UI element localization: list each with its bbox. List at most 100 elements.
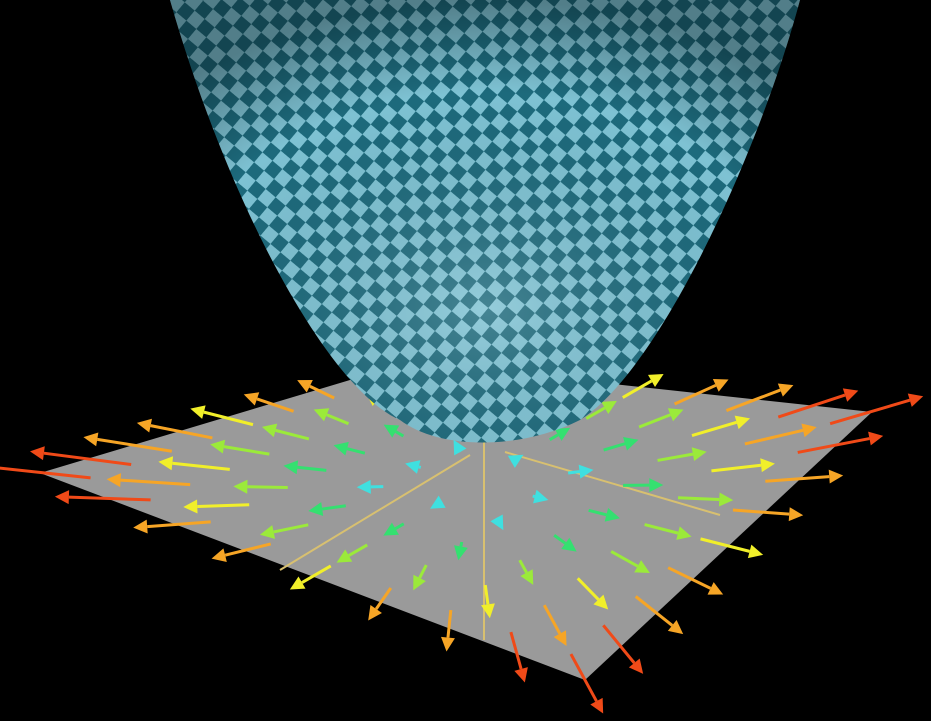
field-arrow [259,523,309,539]
field-arrow [430,495,446,509]
field-arrow [588,508,620,522]
field-arrow-head [514,667,528,683]
field-arrow [711,458,775,473]
field-arrow-head [243,392,260,406]
field-arrow [569,653,604,714]
field-arrow [405,460,422,474]
field-arrow-head [308,502,324,516]
field-arrow-shaft [275,428,310,441]
field-arrow-head [649,478,664,493]
field-arrow-shaft [518,559,528,574]
field-arrow-shaft [150,424,213,440]
field-arrow-head [210,439,226,454]
field-arrow-shaft [602,624,636,664]
field-arrow-shaft [459,541,464,547]
field-arrow-head [667,619,684,635]
field-arrow-shaft [247,485,288,490]
field-arrow-head [490,514,504,531]
field-arrow-head [383,424,400,438]
field-arrow-shaft [677,496,720,501]
field-arrow-shaft [732,508,790,516]
ground-plane [40,362,872,680]
field-arrow-head [405,460,421,474]
field-arrow [576,577,609,610]
field-arrow [283,460,327,475]
field-arrow-head [667,408,684,422]
field-arrow-head [648,373,664,388]
field-arrow [297,379,335,400]
field-arrow-head [634,560,650,574]
field-arrow-shaft [634,595,674,627]
field-arrow-shaft [576,577,600,601]
field-arrow-shaft [483,584,490,605]
field-arrow [83,432,173,453]
field-arrow-head [261,423,278,438]
field-arrow [634,595,684,635]
field-arrow-shaft [394,522,405,530]
field-arrow [677,492,734,507]
field-arrow [532,489,549,504]
field-arrow-head [356,479,371,494]
field-arrow-shaft [549,433,559,441]
field-arrow [567,464,594,479]
field-arrow [30,446,132,467]
field-arrow [657,447,707,462]
field-arrow [356,479,384,494]
field-arrow-head [593,594,609,610]
field-arrow-head [707,582,724,595]
field-arrow-head [578,464,594,479]
field-arrow-shaft [394,430,405,438]
field-arrow-head [430,495,446,509]
bowl-shading [170,0,800,443]
field-arrow [233,479,288,494]
field-arrow-shaft [418,465,422,469]
field-arrow [602,624,644,674]
field-arrow [732,507,804,522]
field-arrow-head [590,697,604,714]
field-arrow [54,490,151,505]
field-arrow-shaft [569,653,598,702]
field-arrow-head [788,507,804,522]
field-arrow-head [554,427,571,441]
field-arrow-head [453,439,467,456]
field-arrow [744,423,817,446]
field-arrow-head [553,630,567,647]
field-arrow [691,415,751,437]
field-arrow [333,441,366,456]
field-arrow-shaft [197,503,250,509]
field-arrow-shaft [691,420,738,437]
field-arrow-head [601,400,617,414]
field-arrow-head [259,525,276,539]
field-arrow-shaft [321,504,346,511]
field-arrow [136,418,213,440]
field-arrow [210,439,270,456]
field-arrow [623,478,664,493]
field-arrow-head [313,408,330,422]
field-arrow-shaft [147,520,211,529]
field-arrow-shaft [97,437,173,453]
field-arrow [336,543,368,563]
field-arrow [549,427,571,441]
field-arrow-head [413,574,426,591]
field-arrow-shaft [347,543,368,557]
field-arrow-head [297,379,313,393]
field-arrow [368,587,393,621]
field-arrow [183,499,250,514]
field-arrow-shaft [744,428,804,446]
field-arrow [829,393,924,426]
field-arrow-shaft [172,461,230,471]
field-arrow-head [441,636,455,652]
field-arrow [243,392,295,413]
field-arrow-head [747,544,764,559]
field-arrow-shaft [309,384,335,400]
field-arrow [622,373,664,399]
field-arrow-shaft [638,413,671,429]
field-arrow [453,439,467,456]
field-arrow-head [691,447,707,462]
field-arrow [481,584,495,619]
field-arrow [509,631,528,683]
field-arrow-head [507,454,524,468]
field-arrow [725,383,794,412]
field-arrow-shaft [777,393,846,419]
field-arrow-head [533,489,549,504]
